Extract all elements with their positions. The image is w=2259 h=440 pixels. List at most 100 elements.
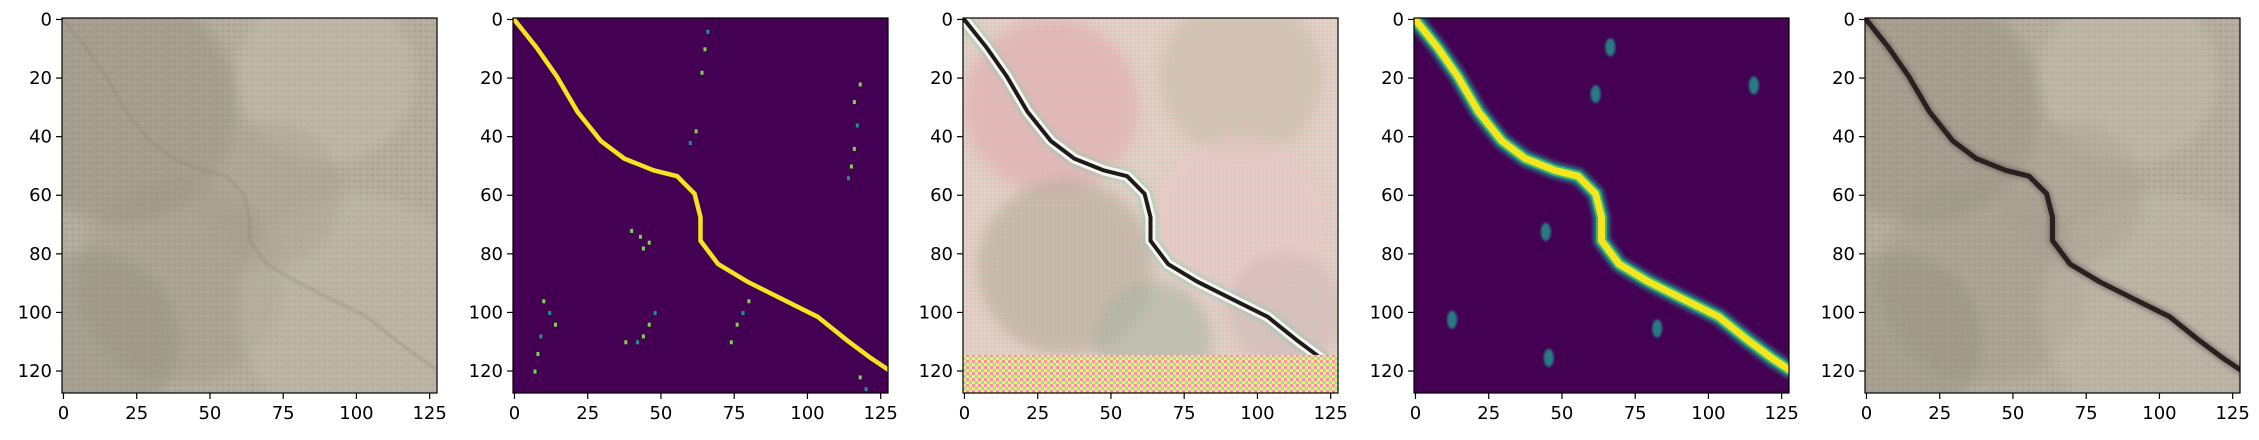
y-tick-label: 20 <box>480 68 503 89</box>
panel-generated-image: 0 25 50 75 100 125 0 20 40 60 80 100 120 <box>919 9 1348 424</box>
mask-spot <box>846 176 850 181</box>
mask-spot <box>735 322 739 327</box>
mask-spot <box>864 387 868 392</box>
y-tick-label: 80 <box>930 244 953 265</box>
mask-spot <box>706 29 710 34</box>
x-tick-label: 125 <box>412 403 446 424</box>
mask-spot <box>694 129 698 134</box>
y-tick-label: 40 <box>930 127 953 148</box>
x-tick-label: 50 <box>1099 403 1122 424</box>
mask-spot <box>858 82 862 87</box>
mask-spot <box>703 47 707 52</box>
y-tick-label: 40 <box>1832 127 1855 148</box>
panel-image <box>1414 18 1789 393</box>
panel-ground-truth-mask: 0 25 50 75 100 125 0 20 40 60 80 100 120 <box>469 9 898 424</box>
heat-spot <box>1543 348 1554 367</box>
x-tick-label: 25 <box>1477 403 1500 424</box>
y-tick-label: 120 <box>919 361 953 382</box>
y-tick-label: 120 <box>1370 361 1404 382</box>
mask-spot <box>747 299 751 304</box>
x-tick-label: 100 <box>339 403 373 424</box>
mask-spot <box>741 310 745 315</box>
x-tick-label: 0 <box>58 403 69 424</box>
panel-input-photo: 0 25 50 75 100 125 0 20 40 60 80 100 120 <box>18 9 447 424</box>
mask-spot <box>641 334 645 339</box>
mask-spot <box>554 322 558 327</box>
mask-spot <box>548 310 552 315</box>
mask-spot <box>638 234 642 239</box>
x-tick-label: 25 <box>125 403 148 424</box>
y-tick-label: 40 <box>1381 127 1404 148</box>
y-tick-label: 60 <box>1832 185 1855 206</box>
y-tick-label: 0 <box>41 9 52 30</box>
x-tick-label: 125 <box>2215 403 2249 424</box>
mask-spot <box>647 240 651 245</box>
mask-spot <box>700 70 704 75</box>
panel-image <box>62 18 437 393</box>
mask-spot <box>653 310 657 315</box>
y-tick-label: 80 <box>1832 244 1855 265</box>
x-tick-label: 75 <box>2075 403 2098 424</box>
panel-image <box>513 18 888 393</box>
x-tick-label: 50 <box>2001 403 2024 424</box>
y-tick-label: 80 <box>1381 244 1404 265</box>
mask-spot <box>533 369 537 374</box>
x-tick-label: 0 <box>509 403 520 424</box>
x-tick-label: 25 <box>576 403 599 424</box>
x-tick-label: 75 <box>1624 403 1647 424</box>
mask-spot <box>636 340 640 345</box>
x-tick-label: 100 <box>2142 403 2176 424</box>
y-tick-label: 20 <box>1832 68 1855 89</box>
y-tick-label: 120 <box>18 361 52 382</box>
y-tick-label: 20 <box>1381 68 1404 89</box>
y-tick-label: 120 <box>469 361 503 382</box>
crack-line <box>1865 18 2240 373</box>
panel-frame <box>61 17 438 394</box>
x-tick-label: 50 <box>649 403 672 424</box>
x-tick-label: 100 <box>1691 403 1725 424</box>
mask-spot <box>539 334 543 339</box>
y-tick-label: 40 <box>29 127 52 148</box>
x-tick-label: 50 <box>198 403 221 424</box>
mask-spot <box>729 340 733 345</box>
y-tick-label: 60 <box>480 185 503 206</box>
y-tick-label: 100 <box>1370 302 1404 323</box>
y-tick-label: 100 <box>1821 302 1855 323</box>
heat-spot <box>1447 310 1458 329</box>
mask-spot <box>855 123 859 128</box>
panel-image <box>963 18 1338 393</box>
mask-spot <box>858 375 862 380</box>
panel-overlay-photo: 0 25 50 75 100 125 0 20 40 60 80 100 120 <box>1821 9 2250 424</box>
y-tick-label: 100 <box>469 302 503 323</box>
x-tick-label: 125 <box>863 403 897 424</box>
y-tick-label: 20 <box>930 68 953 89</box>
mask-spot <box>536 351 540 356</box>
y-tick-label: 0 <box>1844 9 1855 30</box>
crack-line <box>963 18 1338 372</box>
heat-spot <box>1540 222 1551 241</box>
mask-spot <box>641 246 645 251</box>
panel-frame <box>1413 17 1790 394</box>
mask-spot <box>630 228 634 233</box>
artifact-band <box>963 354 1338 393</box>
y-tick-label: 100 <box>919 302 953 323</box>
x-tick-label: 75 <box>723 403 746 424</box>
x-tick-label: 25 <box>1026 403 1049 424</box>
panel-frame <box>1864 17 2241 394</box>
heat-spot <box>1605 38 1616 57</box>
x-tick-label: 75 <box>272 403 295 424</box>
y-tick-label: 60 <box>930 185 953 206</box>
panel-predicted-mask: 0 25 50 75 100 125 0 20 40 60 80 100 120 <box>1370 9 1799 424</box>
crack-mask <box>513 18 888 373</box>
mask-spot <box>542 299 546 304</box>
heat-spot <box>1590 85 1601 104</box>
y-tick-label: 100 <box>18 302 52 323</box>
mask-spot <box>849 164 853 169</box>
heat-spot <box>1748 76 1759 95</box>
crack-heat <box>1414 18 1789 374</box>
mask-spot <box>852 146 856 151</box>
y-tick-label: 40 <box>480 127 503 148</box>
y-tick-label: 0 <box>1393 9 1404 30</box>
mask-spot <box>647 322 651 327</box>
